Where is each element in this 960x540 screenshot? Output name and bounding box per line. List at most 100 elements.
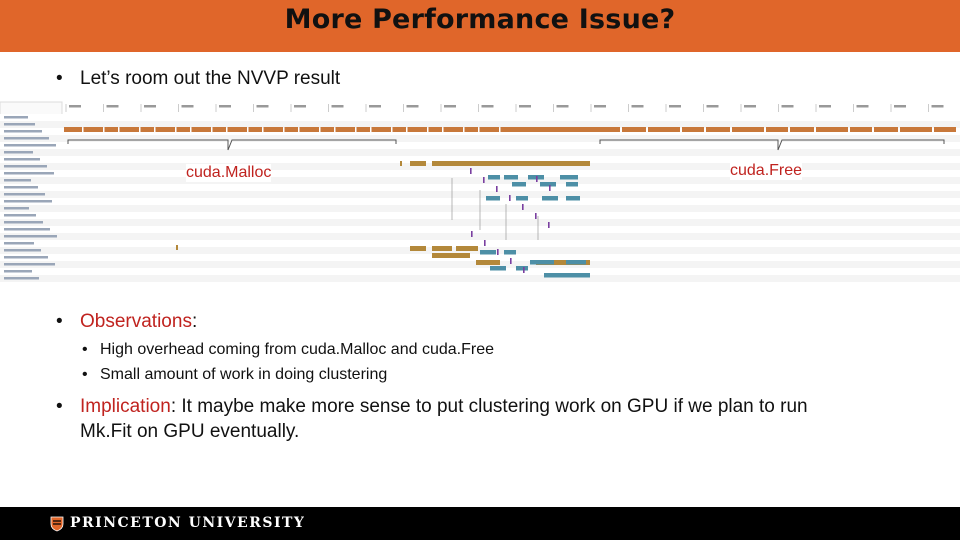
marker-tick [484,240,486,246]
api-call-bar [900,127,932,132]
row-label-placeholder [4,116,28,119]
marker-tick [549,185,551,191]
ruler-tick-label-placeholder [181,105,194,108]
timeline-row [0,156,960,163]
ruler-tick-label-placeholder [481,105,494,108]
api-call-bar [140,127,154,132]
observations-label: Observations [80,311,192,332]
marker-tick [535,213,537,219]
api-call-bar [682,127,704,132]
ruler-tick-label-placeholder [706,105,719,108]
footer-brand: PRINCETON UNIVERSITY [70,515,306,531]
timeline-row [0,177,960,184]
kernel-bar [536,260,590,265]
api-call-bar [508,127,590,132]
api-call-bar [191,127,211,132]
implication-label: Implication [80,396,171,417]
api-call-bar [464,127,478,132]
memcpy-bar [488,175,500,180]
ruler-tick-label-placeholder [106,105,119,108]
timeline-row [0,142,960,149]
ruler-tick-label-placeholder [669,105,681,108]
row-label-placeholder [4,158,40,161]
kernel-bar [456,246,478,251]
api-call-bar [443,127,463,132]
row-label-placeholder [4,137,49,140]
ruler-tick-label-placeholder [931,105,944,108]
implication-text: : It maybe make more sense to put cluste… [170,396,808,417]
memcpy-bar [516,266,528,271]
row-label-placeholder [4,221,43,224]
bullet-nvvp-text: Let’s room out the NVVP result [80,68,341,89]
api-call-bar [335,127,355,132]
api-call-bar [356,127,370,132]
api-call-bar [284,127,298,132]
api-call-bar [320,127,334,132]
memcpy-bar [480,250,496,255]
api-call-bar [587,127,607,132]
ruler-tick-label-placeholder [594,105,606,108]
api-call-bar [119,127,139,132]
timeline-row [0,114,960,121]
timeline-row [0,184,960,191]
ruler-tick-label-placeholder [856,105,869,108]
sub-bullet-overhead-text: High overhead coming from cuda.Malloc an… [100,341,494,358]
sub-bullet-marker: • [82,366,88,383]
ruler-tick-label-placeholder [144,105,156,108]
row-label-placeholder [4,165,47,168]
memcpy-bar [566,196,580,201]
marker-tick [471,231,473,237]
ruler-tick-label-placeholder [444,105,456,108]
timeline-row [0,268,960,275]
row-label-placeholder [4,172,54,175]
api-call-bar [392,127,406,132]
api-call-bar [212,127,226,132]
ruler-tick-label-placeholder [406,105,419,108]
cuda-malloc-label: cuda.Malloc [186,164,272,182]
footer-bar: PRINCETON UNIVERSITY [0,507,960,540]
row-label-placeholder [4,277,39,280]
memcpy-bar [516,196,528,201]
api-call-bar [850,127,872,132]
timeline-row [0,121,960,128]
api-call-bar [176,127,190,132]
sub-bullet-clustering: • Small amount of work in doing clusterin… [82,366,387,384]
row-label-placeholder [4,123,35,126]
row-label-placeholder [4,228,50,231]
observations-colon: : [191,311,198,332]
row-label-placeholder [4,151,33,154]
ruler-tick-label-placeholder [744,105,756,108]
api-call-bar [64,127,82,132]
kernel-bar [176,245,178,250]
marker-tick [523,267,525,273]
timeline-row [0,233,960,240]
ruler-tick-label-placeholder [556,105,569,108]
ruler-tick-label-placeholder [219,105,231,108]
cuda-free-label: cuda.Free [730,162,803,180]
api-call-bar [790,127,814,132]
sub-bullet-marker: • [82,341,88,358]
row-label-placeholder [4,193,45,196]
memcpy-bar [490,266,506,271]
marker-tick [536,176,538,182]
api-call-bar [816,127,848,132]
api-call-bar [732,127,764,132]
ruler-tick-label-placeholder [519,105,531,108]
timeline-row [0,170,960,177]
timeline-row [0,275,960,282]
timeline-row [0,163,960,170]
api-call-bar [500,127,514,132]
bullet-marker: • [56,68,63,89]
princeton-shield-icon [50,516,64,532]
memcpy-bar [540,182,556,187]
bullet-implication: • Implication: It maybe make more sense t… [56,394,916,444]
bullet-nvvp-intro: • Let’s room out the NVVP result [56,68,340,90]
memcpy-bar [486,196,500,201]
marker-tick [509,195,511,201]
row-label-placeholder [4,214,36,217]
row-label-placeholder [4,249,41,252]
api-call-bar [104,127,118,132]
row-label-placeholder [4,144,56,147]
api-call-bar [706,127,730,132]
memcpy-bar [544,273,590,278]
